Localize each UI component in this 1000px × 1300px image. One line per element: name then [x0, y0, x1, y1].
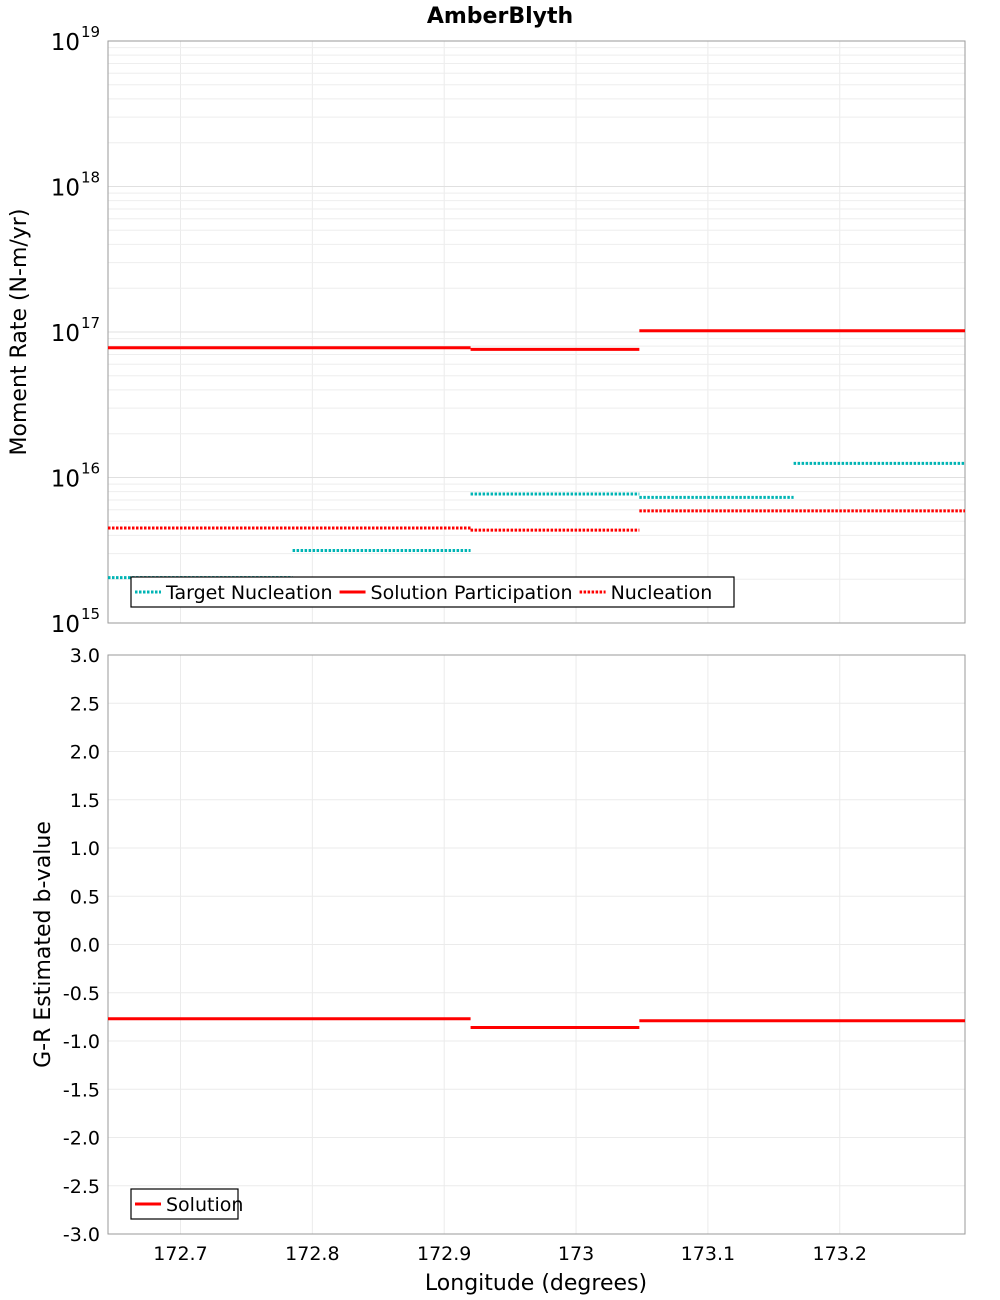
svg-text:16: 16: [81, 460, 100, 478]
svg-text:10: 10: [51, 467, 80, 493]
y-tick-label: 2.5: [70, 693, 100, 715]
svg-text:10: 10: [51, 176, 80, 202]
y-tick-label: 0.5: [70, 886, 100, 908]
y-tick-label: 10 19: [51, 23, 100, 56]
y-tick-label: 2.0: [70, 742, 100, 764]
plot-border: [107, 654, 966, 1235]
svg-text:10: 10: [51, 321, 80, 347]
legend-entry: Solution Participation: [371, 582, 573, 604]
y-axis-label: Moment Rate (N-m/yr): [7, 209, 32, 456]
x-axis-label: Longitude (degrees): [425, 1271, 647, 1296]
y-tick-label: -3.0: [63, 1224, 100, 1246]
y-tick-label: -0.5: [63, 983, 100, 1005]
x-tick-label: 173.2: [813, 1243, 867, 1265]
x-tick-label: 173.1: [681, 1243, 735, 1265]
legend: Target Nucleation Solution Participation N…: [130, 576, 735, 608]
y-tick-label: -2.0: [63, 1128, 100, 1150]
y-tick-label: 10 17: [51, 314, 100, 347]
x-tick-label: 172.9: [417, 1243, 471, 1265]
legend-entry: Nucleation: [611, 582, 713, 604]
legend: Solution: [130, 1188, 243, 1220]
series-solution-participation: [108, 329, 965, 351]
x-tick-label: 172.8: [285, 1243, 339, 1265]
y-tick-label: 10 18: [51, 169, 100, 202]
y-tick-label: -1.5: [63, 1079, 100, 1101]
x-tick-label: 172.7: [153, 1243, 207, 1265]
y-tick-label: 10 16: [51, 460, 100, 493]
svg-text:18: 18: [81, 169, 100, 187]
series-nucleation: [108, 509, 965, 532]
y-tick-label: 1.0: [70, 838, 100, 860]
legend-entry: Solution: [166, 1194, 243, 1216]
svg-text:17: 17: [81, 314, 100, 332]
svg-text:10: 10: [51, 612, 80, 638]
y-tick-label: -1.0: [63, 1031, 100, 1053]
svg-text:15: 15: [81, 605, 100, 623]
y-tick-label: 10 15: [51, 605, 100, 638]
chart-title: AmberBlyth: [427, 4, 573, 29]
y-axis-label: G-R Estimated b-value: [31, 821, 56, 1068]
y-tick-label: -2.5: [63, 1176, 100, 1198]
x-tick-label: 173: [558, 1243, 594, 1265]
legend-entry: Target Nucleation: [165, 582, 333, 604]
y-tick-label: 0.0: [70, 935, 100, 957]
svg-text:19: 19: [81, 23, 100, 41]
y-tick-label: 1.5: [70, 790, 100, 812]
b-value-panel: 172.7 172.8 172.9 173 173.1 173.2 3.0 2.5 2.0 1.5…: [31, 645, 966, 1265]
series-solution: [108, 1017, 965, 1029]
y-tick-label: 3.0: [70, 645, 100, 667]
svg-text:10: 10: [51, 30, 80, 56]
legend-box: [130, 576, 735, 608]
